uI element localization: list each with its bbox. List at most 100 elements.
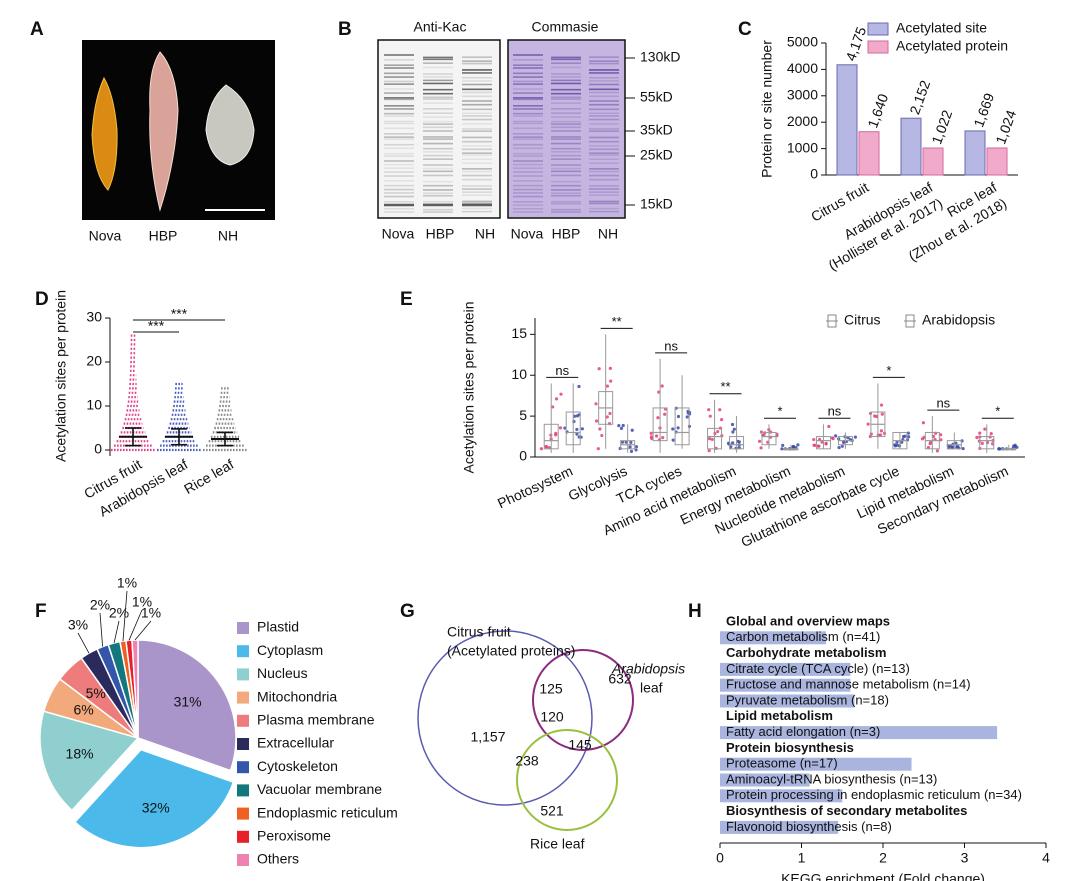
jitter-point xyxy=(575,432,579,436)
legend-label: Others xyxy=(257,851,299,867)
slice-label: 1% xyxy=(141,605,161,621)
jitter-point xyxy=(634,445,639,449)
jitter-point xyxy=(598,427,602,431)
lane-label: NH xyxy=(598,226,618,242)
jitter-point xyxy=(827,424,831,429)
marker-label: 55kD xyxy=(640,89,673,105)
jitter-point xyxy=(577,384,581,389)
jitter-point xyxy=(608,366,612,371)
venn-arabidopsis xyxy=(532,649,634,751)
jitter-point xyxy=(879,403,884,407)
jitter-point xyxy=(629,449,634,454)
bar xyxy=(720,789,843,803)
lane-label: Nova xyxy=(511,226,544,242)
legend-swatch xyxy=(237,807,249,820)
venn-citrus xyxy=(417,630,593,806)
bar xyxy=(922,147,944,176)
venn-set-note: (Acetylated proteins) xyxy=(447,643,575,659)
jitter-point xyxy=(731,430,735,434)
significance-label: * xyxy=(886,363,891,378)
jitter-point xyxy=(879,429,884,433)
legend-label: Endoplasmic reticulum xyxy=(257,804,398,820)
jitter-point xyxy=(649,431,653,435)
slice-label: 1% xyxy=(132,594,152,610)
jitter-point xyxy=(939,433,943,437)
x-tick-label: 4 xyxy=(1042,850,1050,866)
jitter-point xyxy=(817,444,821,448)
jitter-point xyxy=(880,412,884,416)
category-label: Pyruvate metabolism (n=18) xyxy=(726,692,889,707)
jitter-point xyxy=(759,446,763,450)
marker-label: 35kD xyxy=(640,122,673,138)
bar xyxy=(986,147,1008,176)
jitter-point xyxy=(935,449,940,453)
group-header: Protein biosynthesis xyxy=(726,740,854,755)
jitter-point xyxy=(820,440,824,444)
jitter-point xyxy=(596,447,600,451)
marker-label: 130kD xyxy=(640,49,680,65)
venn-set: Arabidopsis xyxy=(611,661,685,677)
jitter-point xyxy=(731,441,735,445)
significance-label: *** xyxy=(171,306,188,322)
legend-label: Plastid xyxy=(257,619,299,635)
x-tick-label: Photosystem xyxy=(495,463,575,512)
slice-label: 5% xyxy=(86,685,106,701)
y-tick-label: 1000 xyxy=(787,139,818,155)
slice-label: 2% xyxy=(90,597,110,613)
group-header: Carbohydrate metabolism xyxy=(726,645,886,660)
legend-label: Acetylated site xyxy=(896,20,987,36)
significance-label: ** xyxy=(612,314,622,329)
jitter-point xyxy=(720,417,724,422)
jitter-point xyxy=(954,441,958,445)
photo-label: HBP xyxy=(149,228,178,244)
box xyxy=(565,411,581,446)
category-label: Fatty acid elongation (n=3) xyxy=(726,724,880,739)
jitter-point xyxy=(617,423,621,428)
jitter-point xyxy=(554,397,559,401)
leader-line xyxy=(122,590,128,642)
category-label: Fructose and mannose metabolism (n=14) xyxy=(726,677,971,692)
panel-label: A xyxy=(30,19,44,40)
jitter-point xyxy=(732,427,736,431)
pie-slice xyxy=(131,639,139,739)
jitter-point xyxy=(707,408,711,412)
jitter-point xyxy=(708,414,712,418)
legend-swatch xyxy=(867,22,889,36)
jitter-point xyxy=(812,437,816,442)
jitter-point xyxy=(906,431,910,435)
significance-label: ns xyxy=(828,404,842,419)
category-label: Proteasome (n=17) xyxy=(726,756,838,771)
jitter-point xyxy=(921,421,925,425)
jitter-point xyxy=(812,443,816,447)
bar xyxy=(720,694,855,708)
legend-label: Cytoplasm xyxy=(257,642,323,658)
category-label: Flavonoid biosynthesis (n=8) xyxy=(726,819,892,834)
y-tick-label: 15 xyxy=(511,325,527,341)
jitter-point xyxy=(654,434,659,438)
venn-count: 1,157 xyxy=(470,729,505,745)
value-label: 1,022 xyxy=(928,108,955,147)
jitter-point xyxy=(594,419,599,423)
jitter-point xyxy=(629,440,633,444)
legend-swatch xyxy=(237,738,249,750)
significance-label: *** xyxy=(148,318,165,334)
slice-label: 3% xyxy=(68,617,88,633)
legend-swatch xyxy=(237,691,249,704)
venn-set: Rice leaf xyxy=(530,836,585,852)
jitter-point xyxy=(559,392,563,396)
legend-swatch xyxy=(237,854,249,866)
jitter-point xyxy=(780,447,784,451)
blot-title: Commasie xyxy=(532,19,599,35)
y-tick-label: 4000 xyxy=(787,60,818,76)
y-tick-label: 5000 xyxy=(787,34,818,50)
jitter-point xyxy=(663,412,667,416)
value-label: 4,175 xyxy=(842,24,869,63)
value-label: 1,024 xyxy=(992,108,1019,147)
jitter-point xyxy=(580,427,584,431)
panel-label: E xyxy=(400,289,413,310)
slice-label: 2% xyxy=(109,605,129,621)
jitter-point xyxy=(989,431,993,436)
value-label: 1,640 xyxy=(864,91,891,130)
jitter-point xyxy=(907,435,911,439)
legend-label: Extracellular xyxy=(257,735,334,751)
